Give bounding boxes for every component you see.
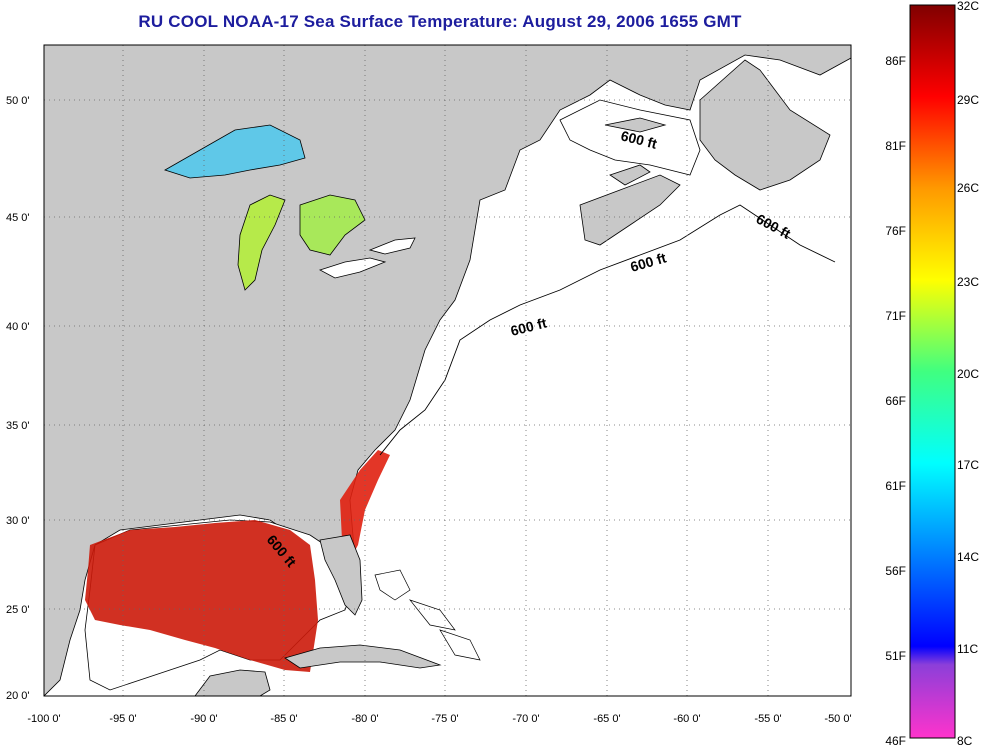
colorbar: 32C 29C 26C 23C 20C 17C 14C 11C 8C 86F 8…: [885, 0, 979, 748]
colorbar-f-label: 46F: [885, 734, 906, 748]
lat-tick: 35 0': [6, 420, 30, 432]
lon-tick: -80 0': [351, 713, 378, 725]
colorbar-f-label: 71F: [885, 309, 906, 323]
lat-tick: 30 0': [6, 515, 30, 527]
lon-tick: -65 0': [593, 713, 620, 725]
lon-tick: -55 0': [754, 713, 781, 725]
colorbar-c-label: 20C: [957, 367, 979, 381]
lon-tick: -95 0': [109, 713, 136, 725]
land-pei: [609, 164, 651, 186]
colorbar-f-label: 56F: [885, 564, 906, 578]
land-anticosti: [604, 117, 667, 133]
colorbar-f-label: 61F: [885, 479, 906, 493]
lon-tick: -85 0': [270, 713, 297, 725]
land-newfoundland: [699, 59, 831, 191]
land-north-america: [44, 45, 851, 696]
lat-tick: 45 0': [6, 212, 30, 224]
lake-huron: [299, 194, 366, 256]
lat-tick: 20 0': [6, 690, 30, 702]
colorbar-c-label: 11C: [957, 642, 978, 656]
map-title: RU COOL NOAA-17 Sea Surface Temperature:…: [138, 12, 742, 31]
colorbar-f-label: 81F: [885, 139, 906, 153]
colorbar-c-label: 17C: [957, 458, 979, 472]
bahamas-banks: [374, 569, 481, 661]
lon-tick: -70 0': [512, 713, 539, 725]
colorbar-c-label: 32C: [957, 0, 979, 13]
lon-tick: -60 0': [673, 713, 700, 725]
colorbar-c-label: 8C: [957, 734, 973, 748]
colorbar-c-label: 29C: [957, 93, 979, 107]
colorbar-c-label: 14C: [957, 550, 979, 564]
lake-ontario: [368, 237, 416, 255]
gulf-st-lawrence: [559, 99, 701, 176]
colorbar-f-label: 66F: [885, 394, 906, 408]
lake-michigan: [237, 194, 286, 291]
land-florida: [319, 534, 363, 616]
graticule: [44, 45, 851, 696]
colorbar-f-label: 51F: [885, 649, 906, 663]
lon-tick: -90 0': [190, 713, 217, 725]
lat-tick: 50 0': [6, 95, 30, 107]
lon-tick-labels: -100 0' -95 0' -90 0' -85 0' -80 0' -75 …: [27, 713, 851, 725]
map-frame: [43, 44, 852, 697]
land-nova-scotia: [579, 174, 681, 246]
colorbar-c-label: 26C: [957, 181, 979, 195]
lat-tick: 40 0': [6, 321, 30, 333]
lake-erie: [318, 257, 387, 279]
lon-tick: -100 0': [27, 713, 60, 725]
shelf-contour-600ft: [379, 204, 836, 456]
colorbar-f-label: 86F: [885, 54, 906, 68]
sst-gulf-warm: [85, 520, 318, 672]
lon-tick: -75 0': [431, 713, 458, 725]
lon-tick: -50 0': [824, 713, 851, 725]
lake-superior: [164, 124, 306, 179]
colorbar-f-label: 76F: [885, 224, 906, 238]
land-yucatan: [194, 669, 271, 696]
lat-tick: 25 0': [6, 604, 30, 616]
lat-tick-labels: 50 0' 45 0' 40 0' 35 0' 30 0' 25 0' 20 0…: [6, 95, 30, 702]
colorbar-c-label: 23C: [957, 275, 979, 289]
colorbar-gradient: [909, 4, 956, 739]
land-cuba: [284, 644, 442, 669]
